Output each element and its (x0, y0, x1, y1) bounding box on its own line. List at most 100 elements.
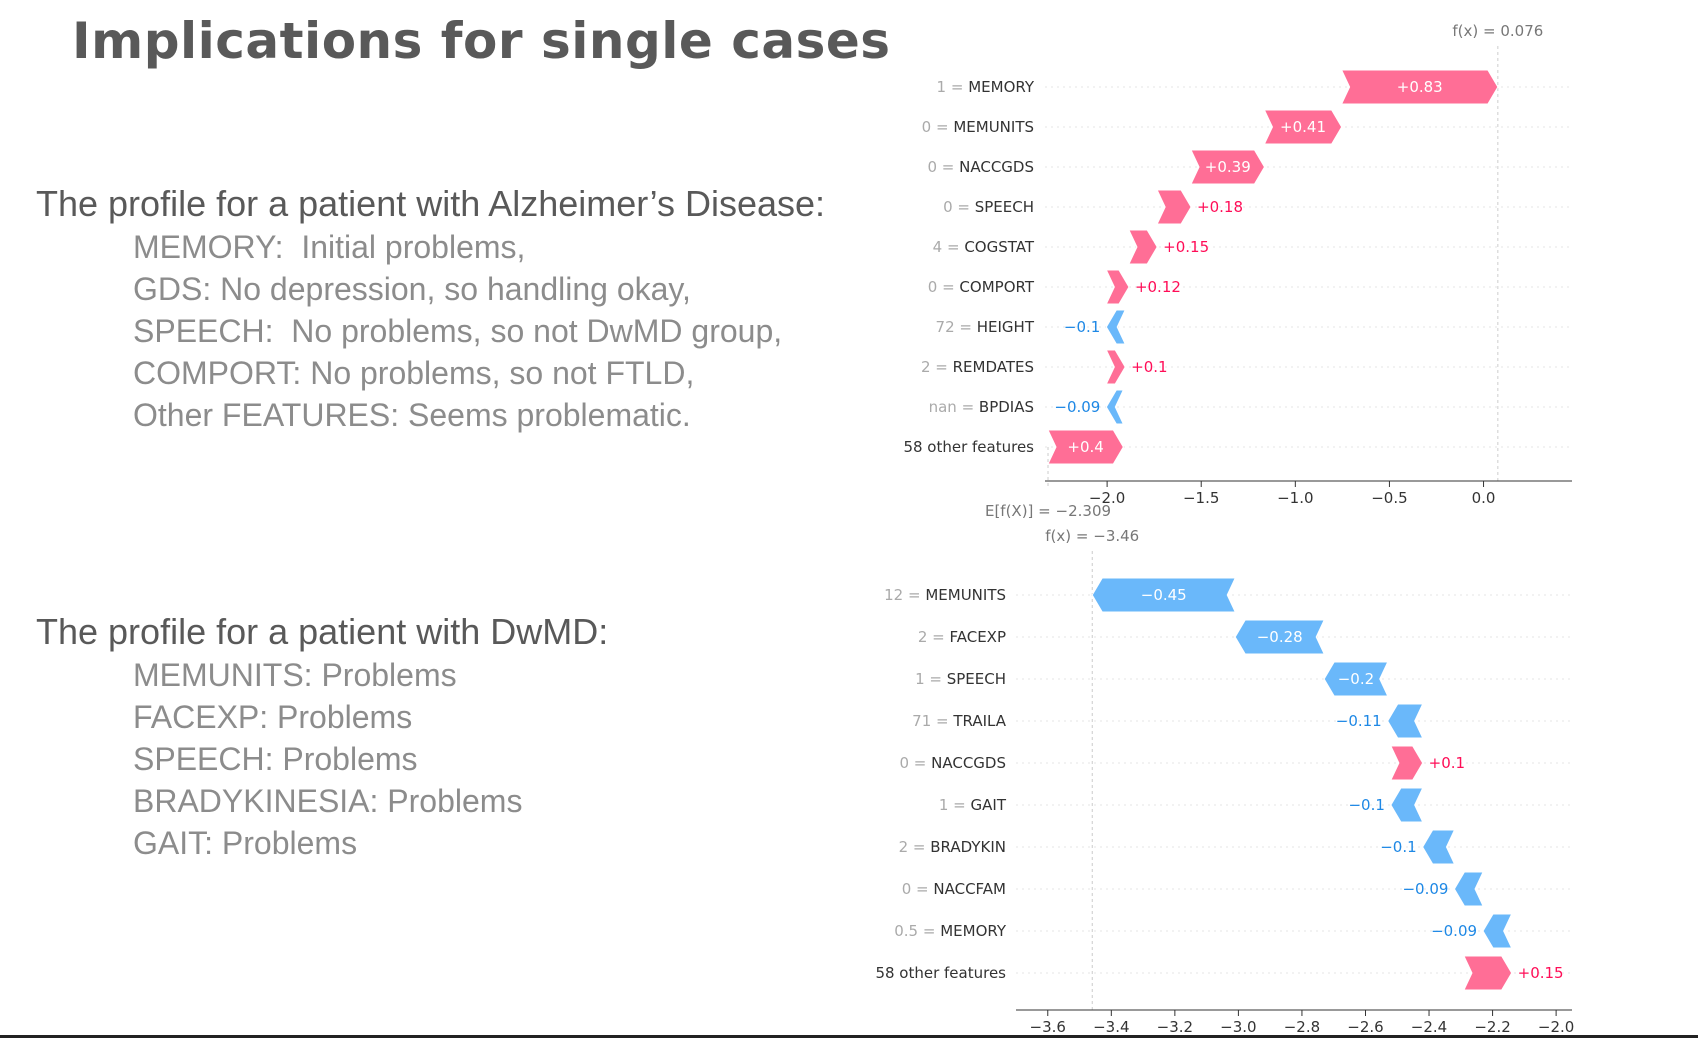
bar-value-label: +0.4 (1067, 438, 1103, 456)
dwmd-profile-item-bradykinesia: BRADYKINESIA: Problems (133, 783, 523, 819)
feature-name: 58 other features (903, 438, 1034, 456)
feature-value: 0 = (943, 198, 975, 216)
ad-profile-item-speech: SPEECH: No problems, so not DwMD group, (133, 313, 783, 349)
feature-label: 12 = MEMUNITS (884, 586, 1006, 604)
bar-value-label: +0.12 (1135, 278, 1181, 296)
bar-value-label: −0.1 (1064, 318, 1100, 336)
waterfall-bar (1390, 745, 1424, 781)
x-axis-tick-label: −1.5 (1183, 489, 1219, 507)
feature-label: 2 = BRADYKIN (899, 838, 1006, 856)
efx-label: E[f(X)] = −2.309 (985, 502, 1111, 520)
dwmd-profile-item-speech: SPEECH: Problems (133, 741, 418, 777)
waterfall-bar (1105, 349, 1126, 385)
waterfall-chart-ad: E[f(X)] = −2.309 f(x) = 0.076 +0.83 1 = MEM… (903, 22, 1572, 520)
feature-name: GAIT (971, 796, 1007, 814)
feature-label: 2 = FACEXP (918, 628, 1006, 646)
bar-value-label: +0.1 (1429, 754, 1465, 772)
feature-name: COMPORT (959, 278, 1034, 296)
feature-name: TRAILA (952, 712, 1006, 730)
x-axis-tick-label: −2.0 (1538, 1018, 1574, 1036)
waterfall-bar (1047, 429, 1124, 465)
x-axis-tick-label: −1.0 (1277, 489, 1313, 507)
feature-label: 0 = MEMUNITS (922, 118, 1034, 136)
bar-value-label: −0.28 (1257, 628, 1303, 646)
feature-label: 58 other features (875, 964, 1006, 982)
feature-label: 2 = REMDATES (921, 358, 1034, 376)
feature-value: 4 = (933, 238, 965, 256)
feature-name: BPDIAS (979, 398, 1034, 416)
bottom-rule (0, 1035, 1698, 1038)
feature-value: 2 = (921, 358, 953, 376)
feature-name: MEMUNITS (953, 118, 1034, 136)
waterfall-bar (1387, 703, 1424, 739)
bar-value-label: +0.83 (1397, 78, 1443, 96)
feature-value: 0 = (922, 118, 954, 136)
bar-value-label: +0.39 (1205, 158, 1251, 176)
waterfall-bar (1340, 69, 1499, 105)
ad-profile: The profile for a patient with Alzheimer… (36, 182, 825, 436)
feature-label: 1 = MEMORY (937, 78, 1035, 96)
waterfall-bar (1263, 109, 1343, 145)
dwmd-profile: The profile for a patient with DwMD: MEM… (36, 610, 608, 864)
ad-profile-item-gds: GDS: No depression, so handling okay, (133, 271, 691, 307)
ad-profile-heading: The profile for a patient with Alzheimer… (36, 183, 826, 224)
feature-name: MEMORY (968, 78, 1035, 96)
waterfall-bar (1105, 309, 1126, 345)
feature-label: 0 = NACCGDS (899, 754, 1006, 772)
feature-name: MEMORY (940, 922, 1007, 940)
feature-label: nan = BPDIAS (929, 398, 1034, 416)
bar-value-label: +0.15 (1518, 964, 1564, 982)
feature-name: MEMUNITS (925, 586, 1006, 604)
feature-value: 0 = (902, 880, 934, 898)
feature-value: 0 = (927, 158, 959, 176)
bar-value-label: +0.18 (1197, 198, 1243, 216)
x-axis-tick-label: −2.6 (1347, 1018, 1383, 1036)
feature-value: 72 = (936, 318, 977, 336)
feature-label: 0 = NACCGDS (927, 158, 1034, 176)
dwmd-profile-item-gait: GAIT: Problems (133, 825, 358, 861)
feature-value: 0.5 = (894, 922, 940, 940)
waterfall-bar (1128, 229, 1158, 265)
feature-value: 2 = (918, 628, 950, 646)
slide-title: Implications for single cases (72, 12, 891, 70)
feature-label: 0.5 = MEMORY (894, 922, 1007, 940)
bar-value-label: −0.2 (1338, 670, 1374, 688)
x-axis-tick-label: −3.4 (1093, 1018, 1129, 1036)
feature-value: 1 = (937, 78, 969, 96)
feature-name: COGSTAT (964, 238, 1035, 256)
waterfall-bar (1453, 871, 1484, 907)
ad-profile-item-other: Other FEATURES: Seems problematic. (133, 397, 691, 433)
feature-name: SPEECH (975, 198, 1034, 216)
feature-value: 0 = (899, 754, 931, 772)
bar-value-label: +0.1 (1131, 358, 1167, 376)
feature-name: REMDATES (953, 358, 1034, 376)
x-axis-tick-label: −2.0 (1089, 489, 1125, 507)
x-axis-tick-label: 0.0 (1472, 489, 1496, 507)
dwmd-profile-item-facexp: FACEXP: Problems (133, 699, 413, 735)
feature-value: 12 = (884, 586, 925, 604)
waterfall-bar (1463, 955, 1513, 991)
waterfall-bar (1482, 913, 1513, 949)
bar-value-label: +0.41 (1280, 118, 1326, 136)
dwmd-profile-list: MEMUNITS: Problems FACEXP: Problems SPEE… (36, 654, 608, 864)
dwmd-profile-item-memunits: MEMUNITS: Problems (133, 657, 457, 693)
bar-value-label: −0.1 (1380, 838, 1416, 856)
feature-name: SPEECH (947, 670, 1006, 688)
x-axis-tick-label: −3.2 (1157, 1018, 1193, 1036)
dwmd-profile-heading: The profile for a patient with DwMD: (36, 611, 609, 652)
feature-label: 0 = COMPORT (928, 278, 1035, 296)
feature-name: BRADYKIN (930, 838, 1006, 856)
waterfall-bar (1422, 829, 1456, 865)
ad-profile-item-comport: COMPORT: No problems, so not FTLD, (133, 355, 695, 391)
waterfall-bar (1190, 149, 1266, 185)
feature-name: HEIGHT (977, 318, 1035, 336)
bar-value-label: −0.09 (1402, 880, 1448, 898)
feature-label: 58 other features (903, 438, 1034, 456)
x-axis-tick-label: −3.6 (1030, 1018, 1066, 1036)
feature-name: 58 other features (875, 964, 1006, 982)
feature-value: 2 = (899, 838, 931, 856)
feature-value: nan = (929, 398, 979, 416)
ad-profile-list: MEMORY: Initial problems, GDS: No depres… (36, 226, 825, 436)
feature-name: NACCGDS (931, 754, 1006, 772)
